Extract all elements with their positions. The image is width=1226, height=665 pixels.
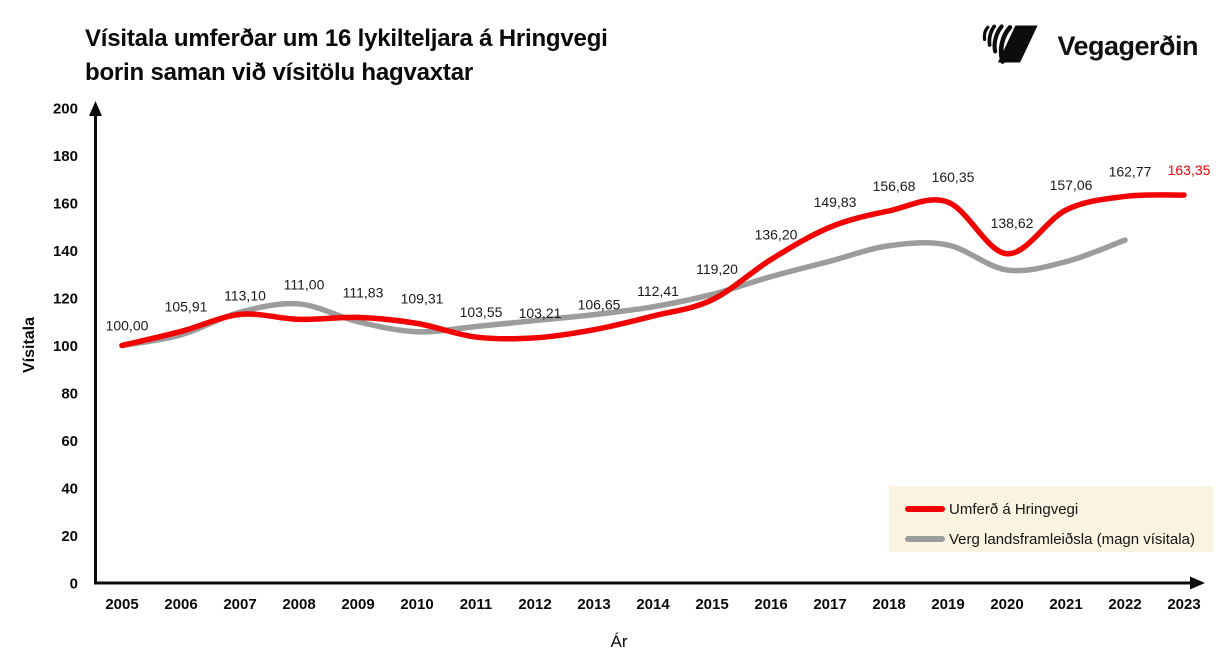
y-tick-label: 40 (61, 481, 78, 498)
data-point-label: 113,10 (224, 287, 266, 303)
data-point-label: 103,21 (519, 305, 562, 321)
data-point-label: 106,65 (578, 297, 621, 313)
chart-legend: Umferð á Hringvegi Verg landsframleiðsla… (889, 486, 1213, 552)
data-point-label: 162,77 (1109, 163, 1152, 179)
legend-item: Verg landsframleiðsla (magn vísitala) (905, 528, 1213, 550)
data-point-label: 163,35 (1168, 162, 1211, 178)
data-point-label: 157,06 (1050, 177, 1093, 193)
x-tick-label: 2008 (282, 596, 315, 613)
data-point-label: 105,91 (165, 298, 208, 314)
x-tick-label: 2023 (1167, 596, 1200, 613)
data-point-label: 149,83 (814, 194, 857, 210)
x-tick-label: 2018 (872, 596, 905, 613)
data-point-label: 111,00 (284, 276, 325, 292)
x-tick-label: 2009 (341, 596, 374, 613)
y-axis-title: Vísitala (21, 317, 38, 373)
x-tick-label: 2010 (400, 596, 433, 613)
data-point-label: 112,41 (637, 283, 679, 299)
x-tick-label: 2005 (105, 596, 138, 613)
y-tick-label: 20 (61, 528, 78, 545)
y-tick-label: 60 (61, 433, 78, 450)
data-point-label: 111,83 (343, 284, 384, 300)
y-tick-label: 0 (70, 576, 78, 593)
data-point-label: 136,20 (755, 227, 798, 243)
data-point-label: 103,55 (460, 304, 503, 320)
traffic-series-line (119, 192, 1187, 349)
y-tick-label: 140 (53, 243, 78, 260)
y-tick-label: 120 (53, 291, 78, 308)
y-tick-label: 180 (53, 148, 78, 165)
data-point-label: 109,31 (401, 290, 444, 306)
data-point-label: 156,68 (873, 178, 916, 194)
y-tick-label: 80 (61, 386, 78, 403)
x-axis-arrow-icon (1190, 576, 1205, 590)
x-tick-label: 2021 (1049, 596, 1082, 613)
x-tick-label: 2019 (931, 596, 964, 613)
x-tick-label: 2014 (636, 596, 670, 613)
vegagerdin-logo: Vegagerðin (973, 20, 1198, 73)
chart-title: Vísitala umferðar um 16 lykilteljara á H… (85, 22, 608, 90)
x-tick-label: 2012 (518, 596, 551, 613)
x-tick-label: 2006 (164, 596, 197, 613)
data-point-label: 138,62 (991, 215, 1034, 231)
x-tick-label: 2022 (1108, 596, 1141, 613)
legend-label-gdp: Verg landsframleiðsla (magn vísitala) (949, 530, 1195, 548)
x-axis-title: Ár (611, 632, 628, 651)
legend-item: Umferð á Hringvegi (905, 498, 1213, 520)
gdp-series-line (119, 237, 1128, 349)
x-tick-label: 2007 (223, 596, 256, 613)
y-tick-label: 100 (53, 338, 78, 355)
y-tick-label: 200 (53, 101, 78, 118)
vegagerdin-logo-icon (973, 20, 1045, 73)
x-tick-label: 2020 (990, 596, 1023, 613)
x-tick-label: 2013 (577, 596, 610, 613)
y-tick-label: 160 (53, 196, 78, 213)
vegagerdin-logo-text: Vegagerðin (1057, 31, 1198, 61)
data-point-label: 160,35 (932, 169, 975, 185)
legend-label-traffic: Umferð á Hringvegi (949, 500, 1079, 518)
chart-title-line1: Vísitala umferðar um 16 lykilteljara á H… (85, 25, 608, 52)
x-tick-label: 2016 (754, 596, 787, 613)
data-point-label: 100,00 (106, 318, 149, 334)
x-tick-label: 2017 (813, 596, 846, 613)
data-point-label: 119,20 (696, 261, 738, 277)
x-tick-label: 2015 (695, 596, 728, 613)
y-axis-arrow-icon (89, 101, 102, 116)
gray-line-swatch-icon (905, 536, 945, 542)
x-tick-label: 2011 (460, 596, 493, 613)
chart-title-line2: borin saman við vísitölu hagvaxtar (85, 59, 473, 86)
red-line-swatch-icon (905, 506, 945, 512)
